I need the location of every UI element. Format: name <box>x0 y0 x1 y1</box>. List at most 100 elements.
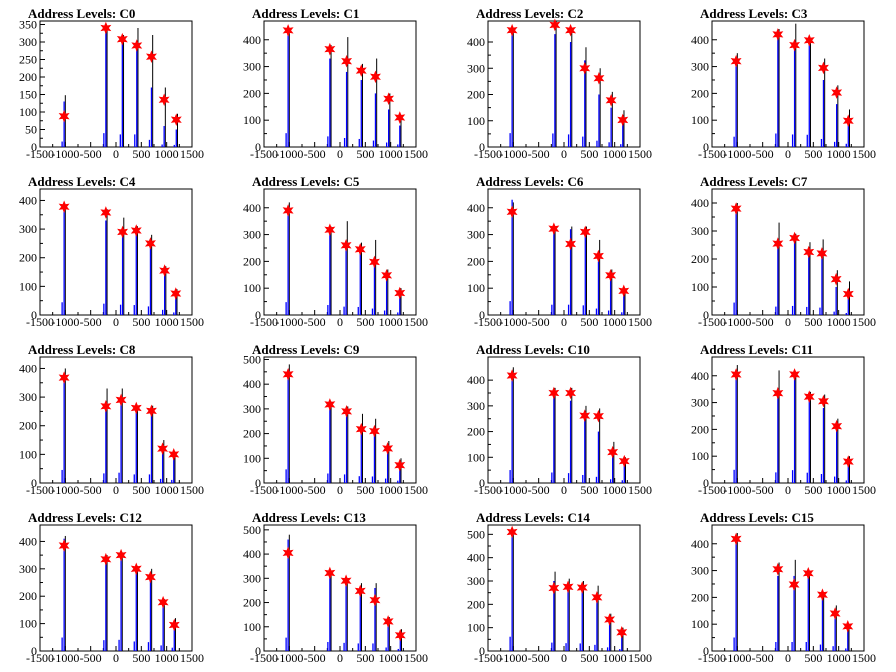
chart-title: Address Levels: C0 <box>28 6 136 21</box>
peak-star-marker <box>562 580 574 594</box>
peak-star-marker <box>144 237 156 250</box>
x-tick-label: -500 <box>528 147 550 161</box>
x-tick-label: 0 <box>337 147 343 161</box>
x-tick-label: -1500 <box>474 483 502 497</box>
chart-title: Address Levels: C14 <box>476 510 590 525</box>
x-tick-label: 1500 <box>180 483 204 497</box>
peak-star-marker <box>730 532 742 546</box>
peak-star-marker <box>324 398 336 411</box>
chart-panel-c9: Address Levels: C9 0 100 200 300 400 500 -1500-… <box>224 336 448 504</box>
chart-plot: 0 100 200 300 400 500 -1500-1000 -500 0 500 1000 15… <box>467 524 652 665</box>
x-tick-label: 500 <box>132 651 150 665</box>
peak-star-marker <box>58 200 70 214</box>
peak-star-marker <box>282 204 294 217</box>
x-tick-label: 500 <box>804 651 822 665</box>
peak-star-marker <box>115 393 127 407</box>
peak-star-marker <box>842 620 854 633</box>
peak-star-marker <box>131 39 143 52</box>
y-tick-label: 300 <box>19 35 37 49</box>
chart-title: Address Levels: C15 <box>700 510 814 525</box>
peak-star-marker <box>341 54 353 68</box>
peak-star-marker <box>772 237 784 250</box>
x-tick-label: 1000 <box>603 315 627 329</box>
x-tick-label: -1500 <box>26 315 54 329</box>
x-tick-label: -1000 <box>723 147 751 161</box>
y-tick-label: 100 <box>243 451 261 465</box>
x-tick-label: 1500 <box>404 147 428 161</box>
y-tick-label: 300 <box>691 224 709 238</box>
y-tick-label: 0 <box>703 644 709 658</box>
chart-title: Address Levels: C8 <box>28 342 136 357</box>
plot-frame <box>39 20 193 148</box>
x-tick-label: 500 <box>804 483 822 497</box>
peak-star-marker <box>549 18 561 32</box>
peak-star-marker <box>115 548 127 562</box>
y-tick-label: 400 <box>691 196 709 210</box>
peak-star-marker <box>730 368 742 381</box>
y-tick-label: 400 <box>19 361 37 375</box>
y-tick-label: 500 <box>467 527 485 541</box>
y-tick-label: 200 <box>19 251 37 265</box>
x-tick-label: -500 <box>80 147 102 161</box>
y-tick-label: 100 <box>467 114 485 128</box>
y-tick-label: 0 <box>479 140 485 154</box>
chart-panel-c0: Address Levels: C0 0 50 100 150 200 250 300 350 -… <box>0 0 224 168</box>
x-tick-label: 0 <box>337 651 343 665</box>
peak-star-marker <box>158 93 170 107</box>
x-tick-label: 1000 <box>379 651 403 665</box>
y-tick-label: 300 <box>19 390 37 404</box>
x-tick-label: 1000 <box>827 147 851 161</box>
x-tick-label: 0 <box>561 147 567 161</box>
peak-star-marker <box>817 61 829 75</box>
peak-star-marker <box>324 223 336 237</box>
x-tick-label: 1500 <box>180 315 204 329</box>
x-tick-label: 0 <box>113 315 119 329</box>
chart-plot: 0 100 200 300 400 -1500-1000 -500 0 500 1000 1500 <box>691 188 876 329</box>
y-tick-label: 200 <box>467 425 485 439</box>
peak-star-marker <box>816 247 828 260</box>
peak-star-marker <box>772 386 784 400</box>
chart-panel-c13: Address Levels: C13 0 100 200 300 400 500 -1500… <box>224 504 448 672</box>
x-tick-label: 1000 <box>155 315 179 329</box>
y-tick-label: 200 <box>691 590 709 604</box>
peak-star-marker <box>618 284 630 298</box>
peak-star-marker <box>354 243 366 256</box>
peak-star-marker <box>618 454 630 468</box>
x-tick-label: -1000 <box>499 147 527 161</box>
peak-star-marker <box>144 570 156 584</box>
peak-star-marker <box>130 401 142 415</box>
chart-title: Address Levels: C1 <box>252 6 360 21</box>
x-tick-label: 1500 <box>852 483 876 497</box>
chart-plot: 0 100 200 300 400 -1500-1000 -500 0 500 1000 1500 <box>19 524 204 665</box>
chart-title: Address Levels: C2 <box>476 6 584 21</box>
x-tick-label: -1500 <box>26 651 54 665</box>
peak-star-marker <box>369 70 381 84</box>
peak-star-marker <box>282 546 294 560</box>
chart-panel-c6: Address Levels: C6 0 100 200 300 400 -1500 -100… <box>448 168 672 336</box>
x-tick-label: 500 <box>132 483 150 497</box>
peak-star-marker <box>58 539 70 552</box>
x-tick-label: 0 <box>785 315 791 329</box>
x-tick-label: 1500 <box>404 315 428 329</box>
chart-panel-c14: Address Levels: C14 0 100 200 300 400 500 -1500… <box>448 504 672 672</box>
x-tick-label: 1000 <box>155 483 179 497</box>
peak-star-marker <box>579 409 591 422</box>
chart-plot: 0 100 200 300 400 -1500-1000 -500 0 500 1000 1500 <box>467 188 652 329</box>
x-tick-label: -1500 <box>698 651 726 665</box>
chart-panel-c1: Address Levels: C1 0 100 200 300 400 -1500 -100… <box>224 0 448 168</box>
peak-star-marker <box>368 255 380 269</box>
x-tick-label: 1000 <box>379 483 403 497</box>
peak-star-marker <box>506 23 518 37</box>
x-tick-label: -1500 <box>250 147 278 161</box>
y-tick-label: 300 <box>467 574 485 588</box>
peak-star-marker <box>593 71 605 85</box>
y-tick-label: 400 <box>19 193 37 207</box>
x-tick-label: -1500 <box>474 651 502 665</box>
y-tick-label: 100 <box>243 620 261 634</box>
y-tick-label: 100 <box>243 113 261 127</box>
chart-panel-c7: Address Levels: C7 0 100 200 300 400 -1500 -100… <box>672 168 896 336</box>
peak-star-marker <box>730 202 742 215</box>
peak-star-marker <box>803 245 815 259</box>
x-tick-label: -1500 <box>250 483 278 497</box>
x-tick-label: -1000 <box>499 315 527 329</box>
